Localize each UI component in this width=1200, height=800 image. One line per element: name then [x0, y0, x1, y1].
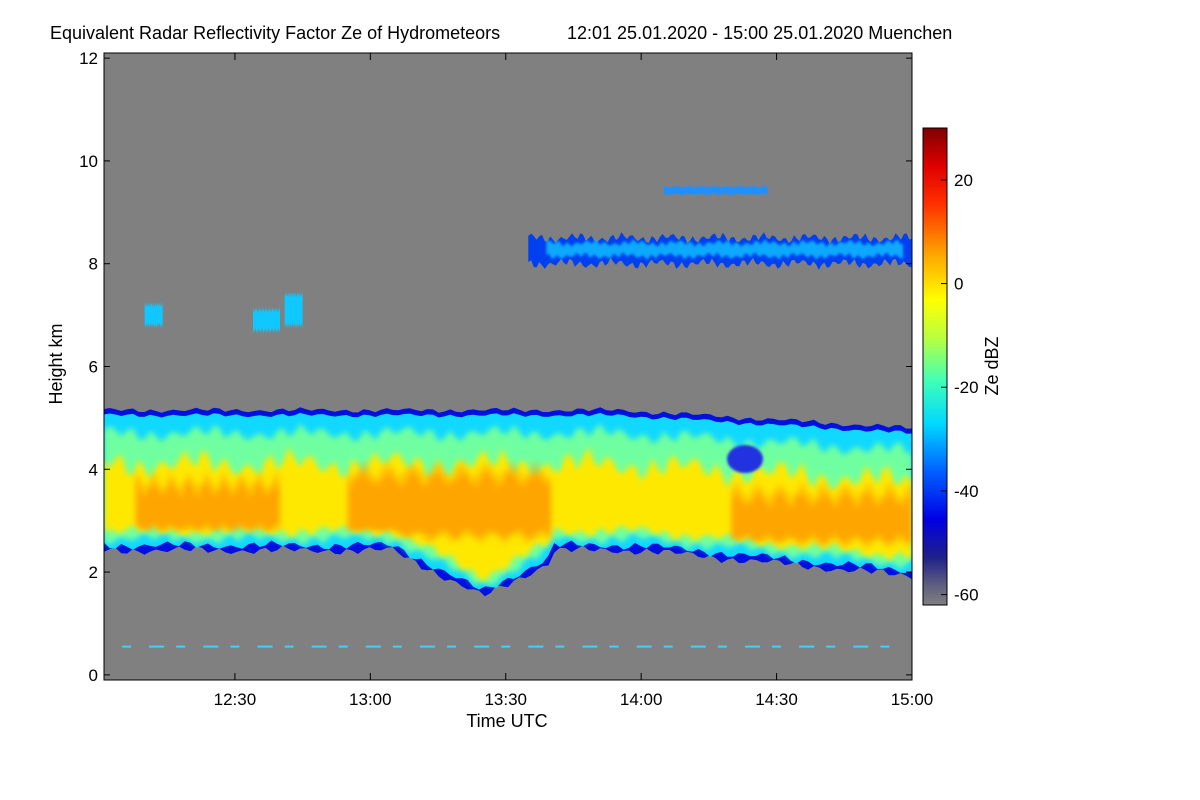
y-tick-label: 4 — [89, 460, 98, 479]
clutter-mark — [744, 645, 760, 648]
x-tick-label: 13:30 — [484, 690, 527, 709]
mid-level-patch — [144, 300, 163, 330]
x-tick-label: 13:00 — [349, 690, 392, 709]
x-axis-label: Time UTC — [466, 711, 547, 731]
colorbar-ticks: 20 0 -20 -40 -60 — [941, 171, 979, 605]
echo-core — [731, 477, 912, 552]
clutter-mark — [447, 645, 457, 648]
echo-core — [135, 467, 280, 531]
clutter-mark — [338, 645, 348, 648]
clutter-mark — [663, 645, 673, 648]
clutter-mark — [257, 645, 273, 648]
colorbar-tick-label: -40 — [954, 482, 979, 501]
clutter-mark — [474, 645, 490, 648]
echo-core — [347, 457, 551, 546]
colorbar-tick-label: -60 — [954, 586, 979, 605]
mid-level-patch — [284, 290, 303, 330]
clutter-mark — [203, 645, 219, 648]
clutter-mark — [122, 645, 132, 648]
clutter-mark — [311, 645, 327, 648]
clutter-mark — [636, 645, 652, 648]
y-tick-label: 2 — [89, 563, 98, 582]
clutter-mark — [176, 645, 186, 648]
clutter-mark — [284, 645, 294, 648]
isolated-echo — [663, 185, 768, 196]
clutter-mark — [149, 645, 165, 648]
mid-level-patch — [253, 306, 280, 335]
y-tick-label: 10 — [79, 152, 98, 171]
colorbar — [922, 127, 948, 606]
clutter-mark — [392, 645, 402, 648]
clutter-mark — [230, 645, 240, 648]
colorbar-tick-label: 20 — [954, 171, 973, 190]
clutter-mark — [609, 645, 619, 648]
x-tick-label: 14:30 — [755, 690, 798, 709]
upper-ice-core — [546, 239, 903, 260]
clutter-mark — [582, 645, 598, 648]
y-axis-label: Height km — [46, 323, 66, 404]
chart-title: Equivalent Radar Reflectivity Factor Ze … — [50, 23, 500, 43]
clutter-mark — [717, 645, 727, 648]
clutter-mark — [365, 645, 381, 648]
clutter-mark — [880, 645, 890, 648]
x-tick-label: 15:00 — [891, 690, 934, 709]
clutter-mark — [690, 645, 706, 648]
y-tick-label: 8 — [89, 255, 98, 274]
clutter-mark — [772, 645, 782, 648]
echo-gap — [726, 445, 763, 474]
x-tick-label: 12:30 — [214, 690, 257, 709]
reflectivity-field — [104, 185, 912, 648]
clutter-mark — [528, 645, 544, 648]
clutter-mark — [501, 645, 511, 648]
clutter-mark — [419, 645, 435, 648]
chart-subtitle: 12:01 25.01.2020 - 15:00 25.01.2020 Muen… — [567, 23, 952, 43]
clutter-mark — [826, 645, 836, 648]
colorbar-label: Ze dBZ — [982, 336, 1002, 395]
y-tick-label: 0 — [89, 666, 98, 685]
y-tick-label: 12 — [79, 49, 98, 68]
x-tick-label: 14:00 — [620, 690, 663, 709]
colorbar-tick-label: -20 — [954, 378, 979, 397]
clutter-mark — [555, 645, 565, 648]
colorbar-tick-label: 0 — [954, 275, 963, 294]
clutter-mark — [853, 645, 869, 648]
y-tick-label: 6 — [89, 358, 98, 377]
y-axis: 0 2 4 6 8 10 12 — [79, 49, 912, 685]
x-axis: 12:30 13:00 13:30 14:00 14:30 15:00 — [214, 53, 934, 709]
clutter-mark — [799, 645, 815, 648]
